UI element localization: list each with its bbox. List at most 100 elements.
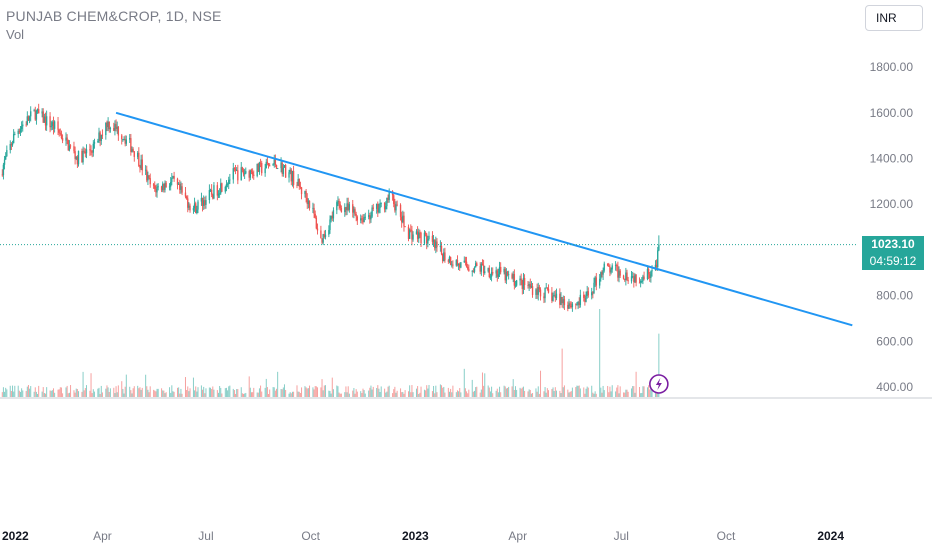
- volume-bar: [412, 392, 414, 397]
- volume-bar: [648, 385, 650, 397]
- volume-bar: [488, 387, 490, 397]
- volume-bar: [84, 388, 86, 397]
- candle-body: [281, 162, 283, 174]
- candle-body: [601, 272, 603, 275]
- candle-body: [180, 186, 182, 190]
- volume-bar: [221, 393, 223, 397]
- candle-body: [195, 203, 197, 214]
- candle-body: [129, 138, 131, 140]
- candle-body: [563, 299, 566, 305]
- candle-body: [386, 197, 388, 207]
- candle-body: [379, 203, 381, 209]
- candle-body: [383, 202, 386, 210]
- volume-bar: [12, 385, 14, 397]
- candle-body: [464, 260, 467, 262]
- candle-body: [9, 144, 11, 151]
- volume-bar: [100, 385, 102, 397]
- volume-bar: [602, 385, 604, 397]
- volume-bar: [45, 393, 47, 397]
- volume-bar: [131, 393, 133, 397]
- volume-bar: [536, 391, 538, 397]
- candle-body: [560, 297, 562, 305]
- candle-body: [476, 263, 478, 267]
- candle-body: [233, 168, 236, 169]
- volume-bar: [305, 387, 307, 397]
- candle-body: [296, 184, 298, 186]
- volume-bar: [25, 391, 27, 397]
- candle-body: [650, 271, 652, 278]
- volume-bar: [474, 390, 476, 397]
- candle-body: [288, 172, 290, 178]
- candle-body: [172, 176, 174, 179]
- candle-body: [638, 282, 641, 284]
- volume-bar: [372, 386, 374, 397]
- candle-body: [177, 183, 180, 185]
- volume-bar: [273, 387, 275, 397]
- candle-body: [289, 169, 291, 173]
- volume-bar: [404, 390, 406, 397]
- volume-bar: [610, 391, 612, 397]
- lightning-bolt-icon[interactable]: [649, 374, 669, 394]
- candle-body: [269, 165, 271, 167]
- candle-body: [113, 127, 115, 131]
- candle-body: [338, 200, 340, 205]
- volume-bar: [261, 391, 263, 397]
- volume-bar: [489, 391, 491, 397]
- candle-body: [418, 232, 420, 239]
- candle-body: [479, 266, 481, 272]
- volume-bar: [522, 386, 524, 397]
- volume-bar: [394, 386, 396, 397]
- volume-bar: [51, 390, 53, 397]
- volume-bar: [68, 392, 70, 397]
- candle-body: [258, 162, 261, 172]
- candle-body: [12, 134, 15, 144]
- volume-bar: [124, 386, 126, 397]
- volume-bar: [571, 387, 573, 397]
- candle-body: [472, 270, 475, 272]
- volume-bar: [609, 386, 611, 397]
- volume-bar: [354, 393, 356, 397]
- volume-indicator-label[interactable]: Vol: [6, 27, 25, 42]
- candle-body: [65, 137, 67, 141]
- volume-bar: [243, 393, 245, 397]
- currency-button[interactable]: INR: [865, 5, 923, 31]
- volume-bar: [5, 387, 7, 397]
- bar-countdown-label: 04:59:12: [862, 253, 924, 270]
- volume-bar: [2, 387, 4, 397]
- candle-body: [152, 184, 155, 186]
- volume-bar: [442, 387, 444, 397]
- candle-body: [137, 152, 139, 157]
- volume-bar: [194, 390, 196, 397]
- candle-body: [568, 303, 570, 309]
- volume-bar: [324, 385, 326, 397]
- volume-bar: [586, 386, 588, 397]
- candle-body: [138, 152, 140, 166]
- candle-body: [30, 111, 32, 117]
- candle-body: [228, 179, 230, 185]
- volume-bar: [521, 387, 523, 397]
- candle-body: [436, 241, 438, 248]
- volume-bar: [245, 392, 247, 397]
- candle-body: [89, 149, 91, 151]
- candle-body: [527, 285, 529, 286]
- volume-bar: [184, 377, 186, 397]
- volume-bar: [192, 377, 194, 397]
- candle-body: [154, 185, 156, 189]
- candle-body: [61, 138, 64, 141]
- volume-bar: [492, 393, 494, 397]
- volume-bar: [496, 388, 498, 397]
- candle-body: [10, 144, 13, 146]
- candle-body: [125, 139, 127, 144]
- candle-body: [197, 201, 199, 210]
- candle-body: [189, 205, 191, 211]
- volume-bar: [216, 390, 218, 397]
- candle-body: [339, 204, 341, 209]
- volume-bar: [101, 392, 103, 397]
- candle-body: [522, 277, 525, 289]
- volume-bar: [91, 393, 93, 397]
- volume-bar: [511, 386, 513, 397]
- candle-body: [363, 217, 365, 223]
- candle-body: [599, 278, 601, 286]
